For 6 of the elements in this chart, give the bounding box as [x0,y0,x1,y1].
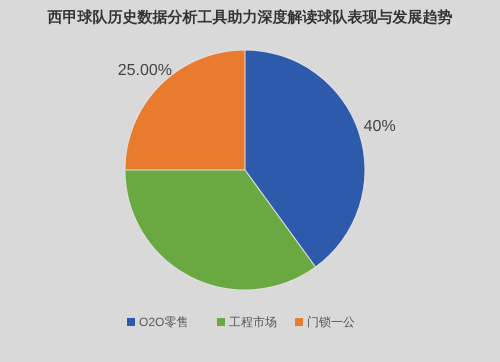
data-label: 25.00% [118,62,172,79]
data-label: 40% [364,118,396,136]
legend-label: 工程市场 [229,315,277,329]
chart-title: 西甲球队历史数据分析工具助力深度解读球队表现与发展趋势 [46,8,452,26]
legend-label: 门锁一公 [307,315,355,329]
legend-label: O2O零售 [139,315,188,329]
